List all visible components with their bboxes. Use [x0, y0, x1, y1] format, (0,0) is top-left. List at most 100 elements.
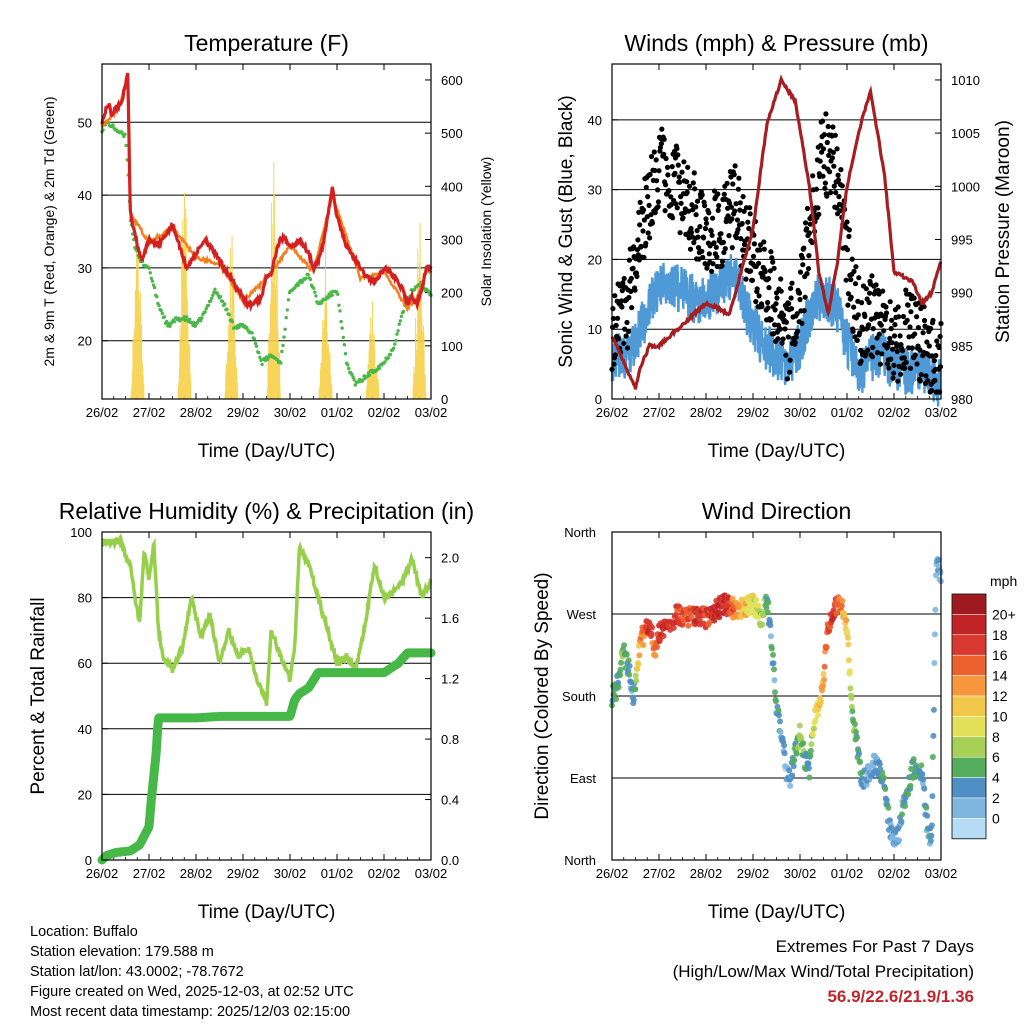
dewpoint-point: [258, 355, 262, 360]
direction-point: [776, 712, 782, 719]
humidity-y2tick-label: 0.4: [441, 793, 459, 808]
extremes-values: 56.9/22.6/21.9/1.36: [827, 987, 974, 1006]
colorbar-label: 8: [992, 729, 1000, 745]
direction-point: [907, 782, 914, 789]
gust-point: [820, 173, 826, 179]
gust-point: [789, 280, 795, 286]
dewpoint-point: [396, 329, 400, 333]
gust-point: [844, 219, 850, 225]
gust-point: [929, 387, 935, 394]
direction-xtick-label: 02/02: [878, 866, 911, 881]
gust-point: [906, 345, 912, 351]
gust-point: [797, 269, 804, 275]
direction-point: [812, 717, 819, 724]
gust-point: [937, 333, 943, 340]
direction-point: [857, 759, 863, 765]
gust-point: [817, 158, 823, 164]
gust-point: [720, 239, 727, 245]
winds-xtick-label: 26/02: [596, 405, 629, 420]
dewpoint-point: [341, 335, 345, 340]
gust-point: [852, 281, 859, 287]
gust-point: [879, 351, 885, 357]
direction-point: [821, 676, 828, 683]
gust-point: [888, 326, 894, 332]
gust-point: [930, 317, 936, 323]
direction-point: [921, 785, 928, 792]
direction-point: [781, 750, 788, 757]
gust-point: [924, 339, 930, 345]
gust-point: [711, 188, 718, 194]
direction-xtick-label: 03/02: [925, 866, 958, 881]
gust-point: [670, 215, 676, 221]
gust-point: [694, 228, 700, 234]
gust-point: [844, 247, 851, 253]
dewpoint-point: [203, 310, 207, 314]
direction-point: [931, 660, 938, 666]
rh-series: [101, 532, 433, 706]
gust-point: [640, 228, 646, 234]
gust-point: [866, 299, 872, 306]
gust-point: [908, 309, 914, 315]
extremes-box: Extremes For Past 7 Days (High/Low/Max W…: [673, 934, 974, 1009]
gust-point: [687, 246, 694, 252]
humidity-xtick-label: 26/02: [86, 866, 119, 881]
gust-point: [668, 194, 674, 200]
direction-ytick-label: North: [564, 525, 596, 540]
direction-point: [905, 791, 912, 798]
gust-point: [925, 378, 931, 384]
colorbar-label: 2: [992, 790, 1000, 806]
gust-point: [783, 352, 789, 358]
gust-point: [615, 315, 621, 321]
gust-point: [897, 333, 903, 339]
gust-point: [693, 204, 699, 210]
dewpoint-point: [285, 308, 289, 312]
gust-point: [787, 369, 793, 375]
gust-point: [634, 273, 640, 279]
gust-point: [619, 288, 625, 294]
gust-point: [621, 340, 627, 346]
humidity-ytick-label: 0: [85, 853, 92, 868]
gust-point: [815, 205, 821, 211]
direction-point: [636, 652, 643, 659]
gust-point: [821, 132, 828, 138]
direction-ytick-label: West: [567, 607, 597, 622]
gust-point: [631, 244, 637, 250]
gust-point: [804, 226, 810, 232]
dewpoint-point: [147, 266, 151, 270]
dewpoint-point: [350, 372, 354, 377]
direction-point: [838, 602, 845, 609]
winds-ytick-label: 20: [588, 252, 602, 267]
dewpoint-point: [284, 315, 288, 320]
gust-point: [883, 310, 890, 316]
direction-point: [615, 679, 622, 686]
gust-point: [688, 229, 695, 235]
direction-point: [615, 684, 622, 691]
dewpoint-point: [399, 314, 404, 319]
gust-point: [613, 322, 619, 328]
direction-point: [729, 595, 736, 602]
gust-point: [801, 308, 807, 314]
dewpoint-point: [286, 298, 291, 302]
gust-point: [706, 251, 712, 257]
humidity-xtick-label: 27/02: [133, 866, 166, 881]
dewpoint-point: [213, 287, 217, 291]
direction-point: [613, 696, 619, 703]
temperature-xtick-label: 27/02: [133, 405, 166, 420]
winds-xtick-label: 29/02: [737, 405, 770, 420]
gust-point: [716, 203, 722, 209]
gust-point: [848, 294, 854, 300]
direction-point: [618, 659, 625, 666]
gust-point: [890, 370, 897, 376]
gust-point: [825, 123, 831, 130]
gust-point: [820, 146, 827, 152]
humidity-y2tick-label: 0.8: [441, 732, 459, 747]
humidity-xtick-label: 28/02: [180, 866, 213, 881]
colorbar-swatch: [951, 716, 987, 738]
gust-point: [846, 227, 853, 233]
gust-point: [753, 299, 759, 305]
extremes-subtitle: (High/Low/Max Wind/Total Precipitation): [672, 962, 974, 981]
gust-point: [889, 317, 895, 323]
gust-point: [934, 338, 940, 344]
gust-point: [855, 312, 861, 318]
gust-point: [672, 170, 678, 176]
